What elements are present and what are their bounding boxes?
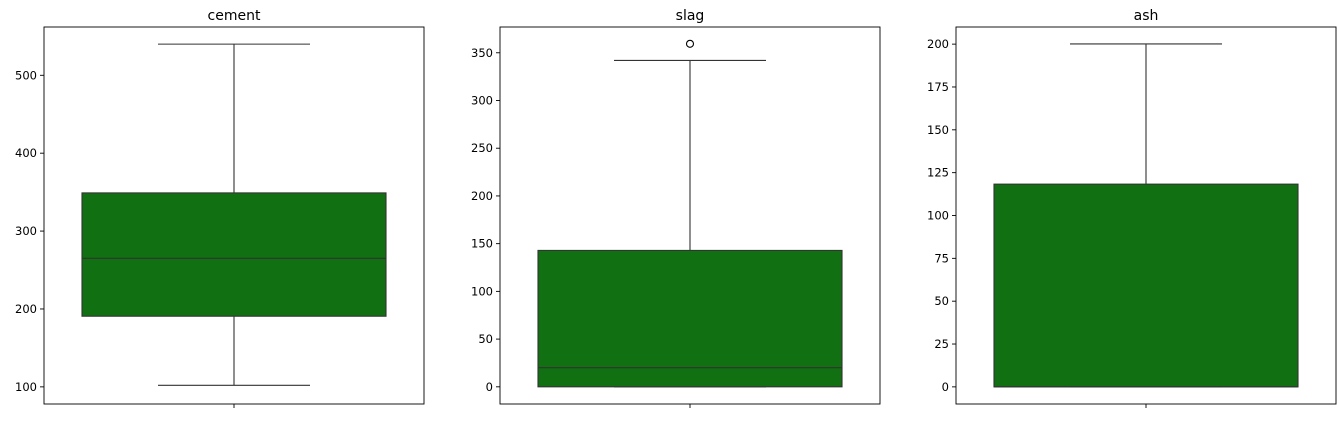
y-tick-label: 175: [927, 80, 949, 94]
y-tick-label: 100: [471, 284, 493, 298]
chart-title: cement: [208, 8, 261, 24]
outlier-point: [685, 39, 695, 48]
subplot-cement: cement 100 200 300 400 500: [15, 8, 425, 408]
y-tick-label: 500: [15, 68, 37, 82]
subplot-slag: slag 0 50 100 150 200 250 300 350: [471, 8, 881, 408]
chart-title: ash: [1134, 8, 1159, 24]
y-tick-label: 50: [478, 332, 493, 346]
y-tick-label: 100: [927, 209, 949, 223]
y-tick-label: 25: [934, 337, 949, 351]
y-tick-label: 250: [471, 141, 493, 155]
y-tick-label: 200: [15, 302, 37, 316]
y-tick-label: 300: [15, 224, 37, 238]
y-tick-label: 400: [15, 146, 37, 160]
y-tick-label: 0: [486, 380, 493, 394]
y-tick-label: 200: [471, 189, 493, 203]
y-tick-label: 150: [927, 123, 949, 137]
iqr-box: [993, 183, 1299, 388]
y-tick-label: 125: [927, 166, 949, 180]
y-tick-label: 200: [927, 37, 949, 51]
y-tick-label: 300: [471, 93, 493, 107]
iqr-box: [537, 249, 843, 388]
subplot-ash: ash 0 25 50 75 100 125 150 175 200: [927, 8, 1337, 408]
axes-frame: [43, 26, 425, 405]
axes-frame: [955, 26, 1337, 405]
y-tick-label: 100: [15, 380, 37, 394]
y-tick-label: 75: [934, 251, 949, 265]
y-tick-label: 150: [471, 237, 493, 251]
subplot-panels: cement100200300400500slag050100150200250…: [15, 8, 1337, 408]
axes-frame: [499, 26, 881, 405]
chart-title: slag: [676, 8, 705, 24]
iqr-box: [81, 192, 387, 317]
y-tick-label: 50: [934, 294, 949, 308]
y-tick-label: 350: [471, 46, 493, 60]
y-tick-label: 0: [942, 380, 949, 394]
